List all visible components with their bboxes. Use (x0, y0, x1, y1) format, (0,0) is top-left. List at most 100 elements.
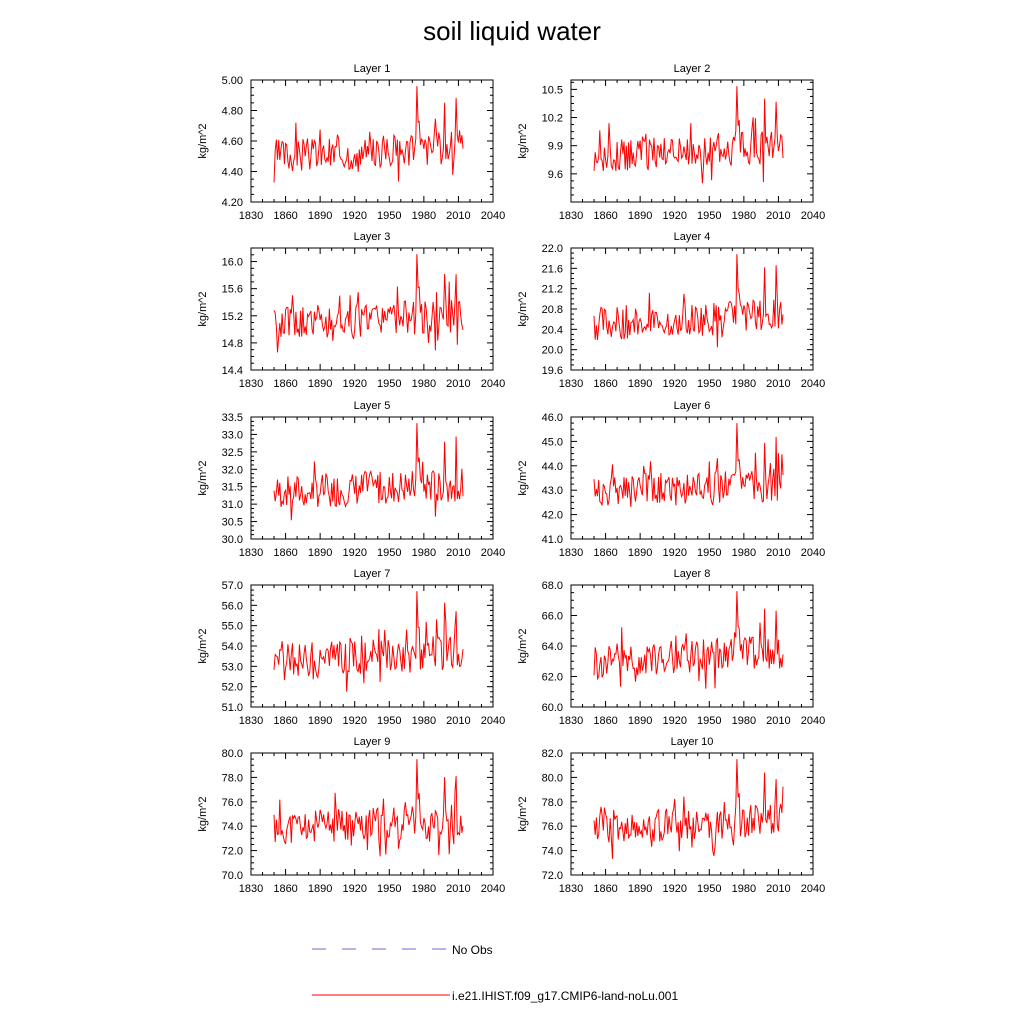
x-tick-label: 1950 (697, 715, 721, 727)
panel-grid: Layer 1 kg/m^2 1830 1860 1890 1920 1950 1980 201… (197, 63, 825, 895)
panel-layer-9: Layer 9 kg/m^2 1830 1860 1890 1920 1950 1980 201… (197, 736, 505, 895)
y-tick-label: 21.6 (542, 263, 563, 275)
legend-label-no-obs: No Obs (452, 943, 493, 957)
y-axis-label: kg/m^2 (517, 460, 529, 495)
panel-title: Layer 5 (354, 400, 391, 412)
x-tick-label: 1980 (732, 378, 756, 390)
y-tick-label: 19.6 (542, 365, 563, 377)
panel-title: Layer 7 (354, 568, 391, 580)
y-tick-label: 80.0 (542, 772, 563, 784)
x-tick-label: 1860 (593, 883, 617, 895)
y-tick-label: 20.0 (542, 345, 563, 357)
y-tick-label: 15.2 (222, 311, 243, 323)
y-tick-label: 70.0 (222, 870, 243, 882)
x-tick-label: 1920 (662, 547, 686, 559)
series-line-model (593, 759, 784, 859)
y-tick-label: 72.0 (222, 846, 243, 858)
panel-layer-8: Layer 8 kg/m^2 1830 1860 1890 1920 1950 1980 201… (517, 568, 825, 727)
y-axis-label: kg/m^2 (517, 291, 529, 326)
x-tick-label: 1860 (273, 378, 297, 390)
y-tick-label: 33.5 (222, 412, 243, 424)
y-tick-label: 68.0 (542, 580, 563, 592)
x-tick-label: 1980 (412, 378, 436, 390)
series-line-model (593, 254, 784, 348)
x-tick-label: 1830 (239, 883, 263, 895)
x-tick-label: 1920 (662, 210, 686, 222)
x-tick-label: 1950 (377, 378, 401, 390)
x-tick-label: 1830 (559, 547, 583, 559)
y-tick-label: 51.0 (222, 702, 243, 714)
panel-layer-10: Layer 10 kg/m^2 1830 1860 1890 1920 1950 1980 20… (517, 736, 825, 895)
legend: No Obs i.e21.IHIST.f09_g17.CMIP6-land-no… (312, 943, 678, 1003)
y-tick-label: 62.0 (542, 672, 563, 684)
x-tick-label: 1980 (732, 210, 756, 222)
x-tick-label: 2010 (766, 378, 790, 390)
x-tick-label: 1890 (628, 210, 652, 222)
x-tick-label: 1830 (559, 210, 583, 222)
plot-frame (250, 79, 494, 203)
x-tick-label: 1950 (377, 547, 401, 559)
x-tick-label: 1830 (239, 378, 263, 390)
x-tick-label: 1860 (273, 210, 297, 222)
x-tick-label: 1980 (732, 715, 756, 727)
y-tick-label: 4.40 (222, 167, 243, 179)
x-tick-label: 1890 (628, 715, 652, 727)
y-tick-label: 14.8 (222, 338, 243, 350)
x-tick-label: 1920 (342, 883, 366, 895)
panel-title: Layer 3 (354, 231, 391, 243)
y-tick-label: 21.2 (542, 284, 563, 296)
panel-title: Layer 10 (671, 736, 714, 748)
x-tick-label: 1920 (342, 378, 366, 390)
y-axis-label: kg/m^2 (197, 291, 209, 326)
y-axis-label: kg/m^2 (517, 796, 529, 831)
y-tick-label: 72.0 (542, 870, 563, 882)
series-line-model (593, 423, 784, 507)
y-tick-label: 30.5 (222, 517, 243, 529)
y-tick-label: 76.0 (542, 821, 563, 833)
y-tick-label: 53.0 (222, 661, 243, 673)
y-axis-label: kg/m^2 (517, 628, 529, 663)
panel-layer-3: Layer 3 kg/m^2 1830 1860 1890 1920 1950 1980 201… (197, 231, 505, 390)
y-axis-label: kg/m^2 (197, 628, 209, 663)
y-tick-label: 4.60 (222, 136, 243, 148)
y-tick-label: 82.0 (542, 748, 563, 760)
x-tick-label: 1890 (628, 547, 652, 559)
panel-title: Layer 9 (354, 736, 391, 748)
x-tick-label: 1980 (732, 547, 756, 559)
y-tick-label: 46.0 (542, 412, 563, 424)
panel-layer-6: Layer 6 kg/m^2 1830 1860 1890 1920 1950 1980 201… (517, 400, 825, 559)
x-tick-label: 1890 (308, 883, 332, 895)
y-tick-label: 80.0 (222, 748, 243, 760)
y-tick-label: 52.0 (222, 682, 243, 694)
y-tick-label: 56.0 (222, 600, 243, 612)
x-tick-label: 2040 (481, 378, 505, 390)
x-tick-label: 1950 (697, 883, 721, 895)
x-tick-label: 1830 (559, 378, 583, 390)
y-tick-label: 64.0 (542, 641, 563, 653)
y-tick-label: 60.0 (542, 702, 563, 714)
y-axis-label: kg/m^2 (197, 123, 209, 158)
panel-layer-2: Layer 2 kg/m^2 1830 1860 1890 1920 1950 1980 201… (517, 63, 825, 222)
series-line-model (273, 86, 464, 183)
x-tick-label: 2010 (766, 210, 790, 222)
y-axis-label: kg/m^2 (197, 796, 209, 831)
legend-label-model: i.e21.IHIST.f09_g17.CMIP6-land-noLu.001 (452, 989, 678, 1003)
x-tick-label: 2040 (481, 883, 505, 895)
x-tick-label: 1890 (628, 883, 652, 895)
y-tick-label: 32.0 (222, 464, 243, 476)
x-tick-label: 1860 (593, 547, 617, 559)
series-line-model (593, 591, 784, 689)
x-tick-label: 2040 (801, 378, 825, 390)
panel-layer-5: Layer 5 kg/m^2 1830 1860 1890 1920 1950 1980 201… (197, 400, 505, 559)
y-tick-label: 54.0 (222, 641, 243, 653)
y-tick-label: 9.9 (548, 141, 563, 153)
x-tick-label: 1950 (697, 378, 721, 390)
x-tick-label: 1830 (559, 883, 583, 895)
y-tick-label: 41.0 (542, 534, 563, 546)
x-tick-label: 1860 (593, 715, 617, 727)
x-tick-label: 1860 (593, 378, 617, 390)
y-tick-label: 42.0 (542, 510, 563, 522)
x-tick-label: 1830 (559, 715, 583, 727)
y-tick-label: 76.0 (222, 797, 243, 809)
y-axis-label: kg/m^2 (197, 460, 209, 495)
